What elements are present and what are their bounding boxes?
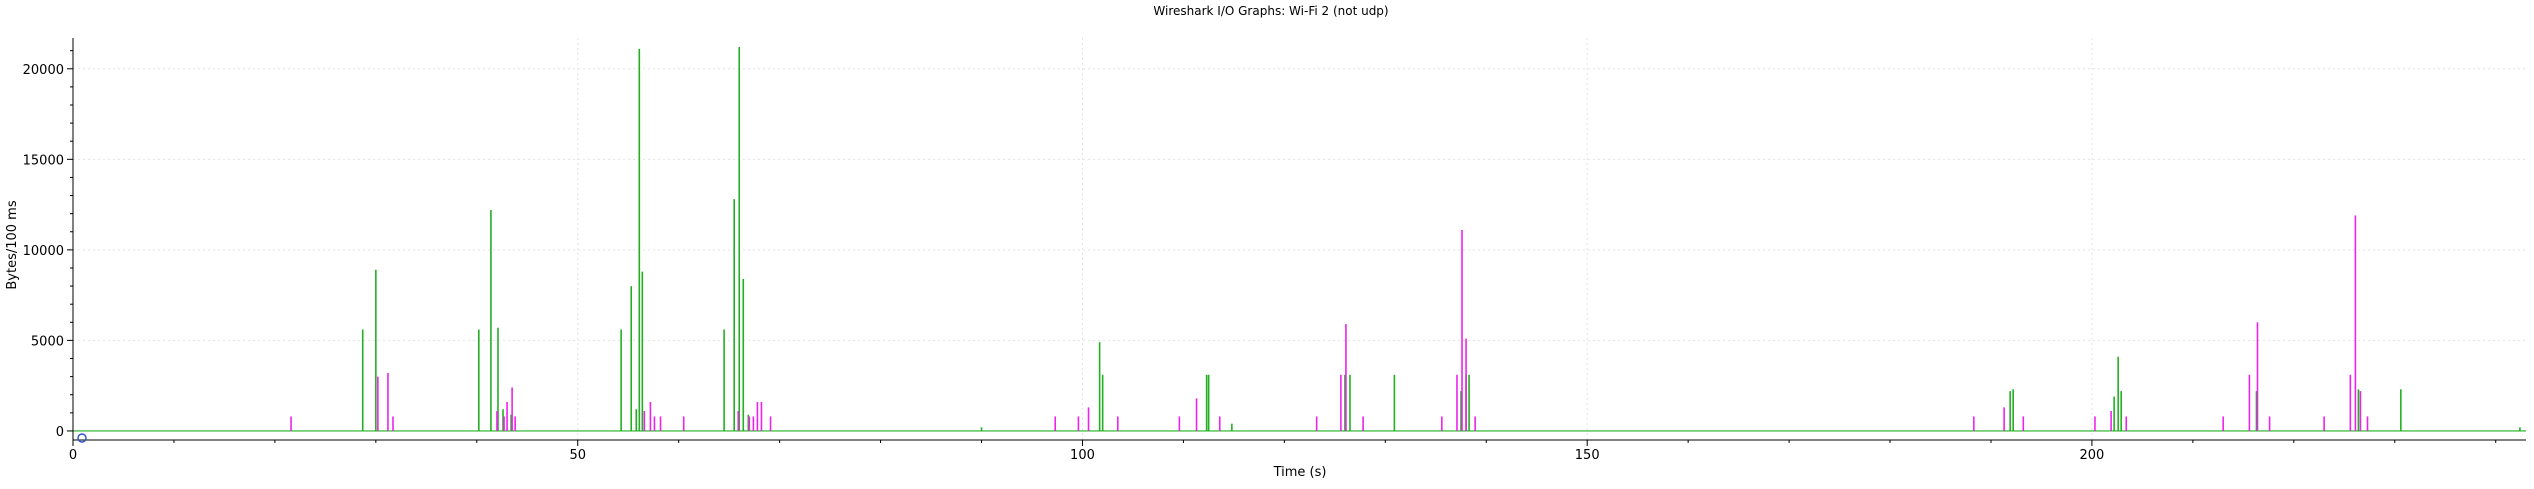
y-tick-label: 5000 bbox=[31, 334, 64, 349]
y-axis-label: Bytes/100 ms bbox=[5, 200, 20, 289]
y-tick-label: 20000 bbox=[23, 63, 64, 78]
y-tick-label: 0 bbox=[56, 425, 64, 440]
series-layer bbox=[73, 47, 2526, 432]
x-tick-label: 200 bbox=[2080, 448, 2105, 463]
grid-lines bbox=[72, 38, 2526, 440]
chart-title: Wireshark I/O Graphs: Wi-Fi 2 (not udp) bbox=[1153, 4, 1388, 18]
x-tick-label: 150 bbox=[1575, 448, 1600, 463]
x-tick-label: 100 bbox=[1070, 448, 1095, 463]
x-axis-label: Time (s) bbox=[1273, 465, 1327, 480]
origin-marker-icon[interactable] bbox=[77, 433, 87, 443]
x-tick-label: 50 bbox=[569, 448, 586, 463]
y-tick-label: 15000 bbox=[23, 153, 64, 168]
y-tick-label: 10000 bbox=[23, 244, 64, 259]
x-tick-label: 0 bbox=[69, 448, 77, 463]
axes: 0 50 100 150 200 0 5000 10000 15000 20000 bbox=[23, 38, 2526, 463]
